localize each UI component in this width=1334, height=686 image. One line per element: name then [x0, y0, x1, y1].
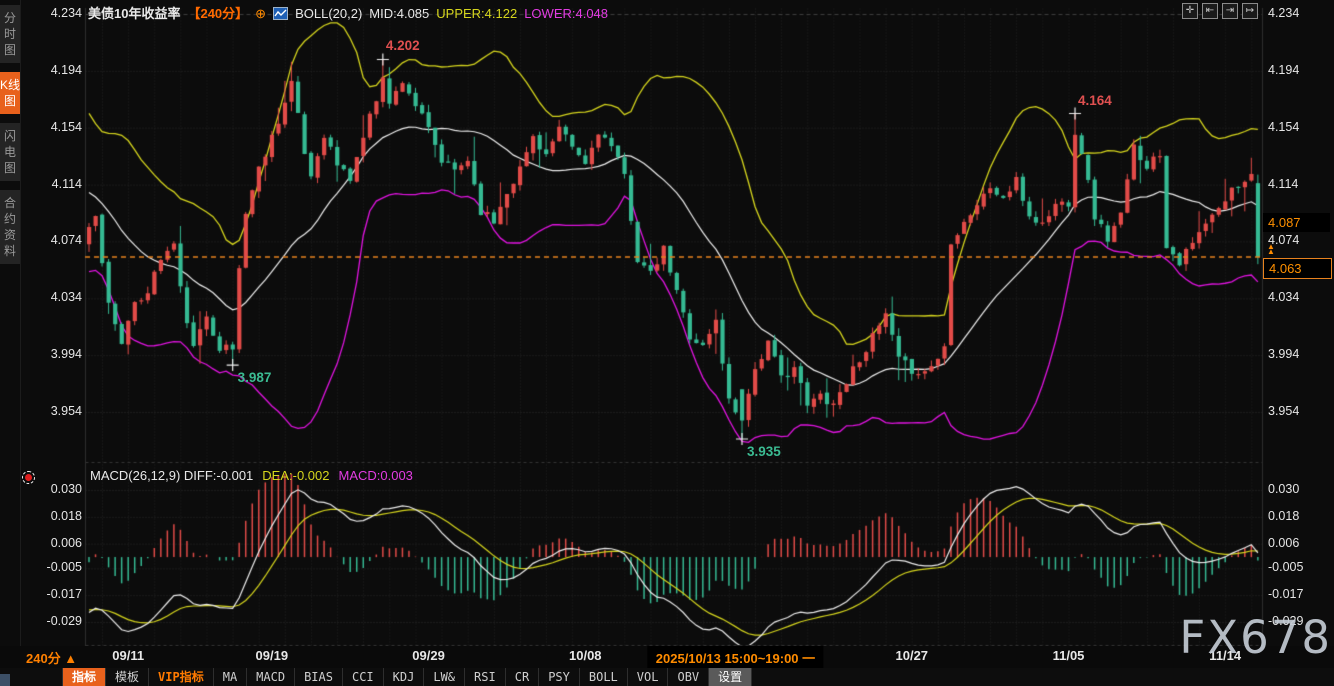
indicator-toolbar: 指标 模板 VIP指标 MA MACD BIAS CCI KDJ LW& RSI…	[0, 668, 1334, 686]
last-price-box: 4.063	[1263, 258, 1332, 279]
low-annotation-3987: 3.987	[238, 370, 272, 385]
date-tick: 09/29	[412, 648, 445, 663]
pan-icon[interactable]: ✛	[1182, 3, 1198, 19]
date-tick: 11/14	[1209, 648, 1241, 663]
price-axis-label-left: 3.954	[20, 404, 82, 418]
macd-axis-label-right: 0.018	[1268, 509, 1299, 523]
current-price-label: 4.087	[1263, 213, 1330, 232]
macd-header: MACD(26,12,9) DIFF:-0.001 DEA:-0.002 MACD:…	[90, 468, 422, 483]
price-axis-label-right: 4.114	[1268, 177, 1298, 191]
macd-dea-value: DEA:-0.002	[262, 468, 329, 483]
candlestick-chart-canvas[interactable]	[0, 0, 1334, 686]
price-axis-label-left: 4.034	[20, 290, 82, 304]
price-axis-label-left: 4.234	[20, 6, 82, 20]
high-annotation-4202: 4.202	[386, 38, 420, 53]
macd-diff-value: MACD(26,12,9) DIFF:-0.001	[90, 468, 253, 483]
macd-settings-icon[interactable]	[22, 471, 35, 484]
chart-app-window: 分时图 K线图 闪电图 合约资料 美债10年收益率【240分】 ⊕ BOLL(20,…	[0, 0, 1334, 686]
toolbar-tab-cci[interactable]: CCI	[343, 668, 384, 686]
sidebar-tab-timeline-chart[interactable]: 分时图	[0, 5, 20, 63]
toolbar-tab-indicator[interactable]: 指标	[63, 668, 106, 686]
price-axis-label-left: 4.154	[20, 120, 82, 134]
period-selector[interactable]: 240分 ▲	[26, 648, 77, 667]
toolbar-tab-lw[interactable]: LW&	[424, 668, 465, 686]
chart-header: 美债10年收益率【240分】 ⊕ BOLL(20,2) MID:4.085 UPPER:…	[88, 3, 615, 23]
date-tick: 10/27	[895, 648, 928, 663]
toolbar-tab-settings[interactable]: 设置	[709, 668, 752, 686]
price-axis-label-right: 4.034	[1268, 290, 1299, 304]
toolbar-tab-bias[interactable]: BIAS	[295, 668, 343, 686]
date-tick: 11/05	[1053, 648, 1085, 663]
boll-mid-value: MID:4.085	[369, 6, 429, 21]
macd-axis-label-left: -0.017	[20, 587, 82, 601]
toolbar-tab-template[interactable]: 模板	[106, 668, 149, 686]
macd-axis-label-left: -0.005	[20, 560, 82, 574]
toolbar-tab-rsi[interactable]: RSI	[465, 668, 506, 686]
macd-bar-value: MACD:0.003	[338, 468, 412, 483]
left-sidebar: 分时图 K线图 闪电图 合约资料	[0, 0, 21, 686]
date-tick: 09/11	[112, 648, 144, 663]
date-tick: 10/08	[569, 648, 602, 663]
crosshair-date-label: 2025/10/13 15:00~19:00 一	[648, 646, 823, 669]
price-axis-label-right: 4.194	[1268, 63, 1299, 77]
price-axis-label-left: 3.994	[20, 347, 82, 361]
price-alert-arrow-icon[interactable]: ▲▲	[1264, 244, 1278, 254]
toolbar-tab-boll[interactable]: BOLL	[580, 668, 628, 686]
toolbar-tab-psy[interactable]: PSY	[539, 668, 580, 686]
time-axis: 240分 ▲ 2025/10/13 15:00~19:00 一 09/11 09/…	[0, 646, 1334, 668]
macd-axis-label-left: -0.029	[20, 614, 82, 628]
toolbar-tab-macd[interactable]: MACD	[247, 668, 295, 686]
price-axis-label-left: 4.074	[20, 233, 82, 247]
chart-type-icon[interactable]	[273, 7, 288, 23]
add-indicator-icon[interactable]: ⊕	[255, 6, 266, 21]
macd-axis-label-right: -0.005	[1268, 560, 1303, 574]
macd-axis-label-left: 0.018	[20, 509, 82, 523]
reset-axis-icon[interactable]: ↦	[1242, 3, 1258, 19]
price-axis-label-right: 3.954	[1268, 404, 1299, 418]
high-annotation-4164: 4.164	[1078, 93, 1112, 108]
boll-indicator-label: BOLL(20,2)	[295, 6, 362, 21]
boll-upper-value: UPPER:4.122	[436, 6, 517, 21]
macd-axis-label-right: 0.030	[1268, 482, 1299, 496]
toolbar-tab-ma[interactable]: MA	[214, 668, 247, 686]
macd-axis-label-left: 0.006	[20, 536, 82, 550]
macd-axis-label-right: -0.017	[1268, 587, 1303, 601]
scrollbar-corner	[0, 674, 10, 686]
toolbar-tab-cr[interactable]: CR	[506, 668, 539, 686]
sidebar-tab-kline-chart[interactable]: K线图	[0, 72, 20, 114]
price-axis-label-right: 3.994	[1268, 347, 1299, 361]
price-axis-label-left: 4.114	[20, 177, 82, 191]
macd-axis-label-right: -0.029	[1268, 614, 1303, 628]
boll-lower-value: LOWER:4.048	[524, 6, 608, 21]
toolbar-tab-obv[interactable]: OBV	[668, 668, 709, 686]
low-annotation-3935: 3.935	[747, 444, 781, 459]
toolbar-tab-vip-indicator[interactable]: VIP指标	[149, 668, 214, 686]
macd-axis-label-right: 0.006	[1268, 536, 1299, 550]
date-tick: 09/19	[256, 648, 289, 663]
price-axis-label-left: 4.194	[20, 63, 82, 77]
fit-horizontal-icon[interactable]: ⇤	[1202, 3, 1218, 19]
toolbar-tab-kdj[interactable]: KDJ	[384, 668, 425, 686]
price-axis-label-right: 4.154	[1268, 120, 1299, 134]
chart-tool-icons: ✛ ⇤ ⇥ ↦	[1182, 3, 1258, 19]
sidebar-tab-flash-chart[interactable]: 闪电图	[0, 123, 20, 181]
symbol-title: 美债10年收益率	[88, 6, 180, 21]
fit-vertical-icon[interactable]: ⇥	[1222, 3, 1238, 19]
price-axis-label-right: 4.234	[1268, 6, 1299, 20]
period-tag[interactable]: 【240分】	[187, 6, 248, 21]
macd-axis-label-left: 0.030	[20, 482, 82, 496]
toolbar-tab-vol[interactable]: VOL	[628, 668, 669, 686]
sidebar-tab-contract-info[interactable]: 合约资料	[0, 190, 20, 264]
